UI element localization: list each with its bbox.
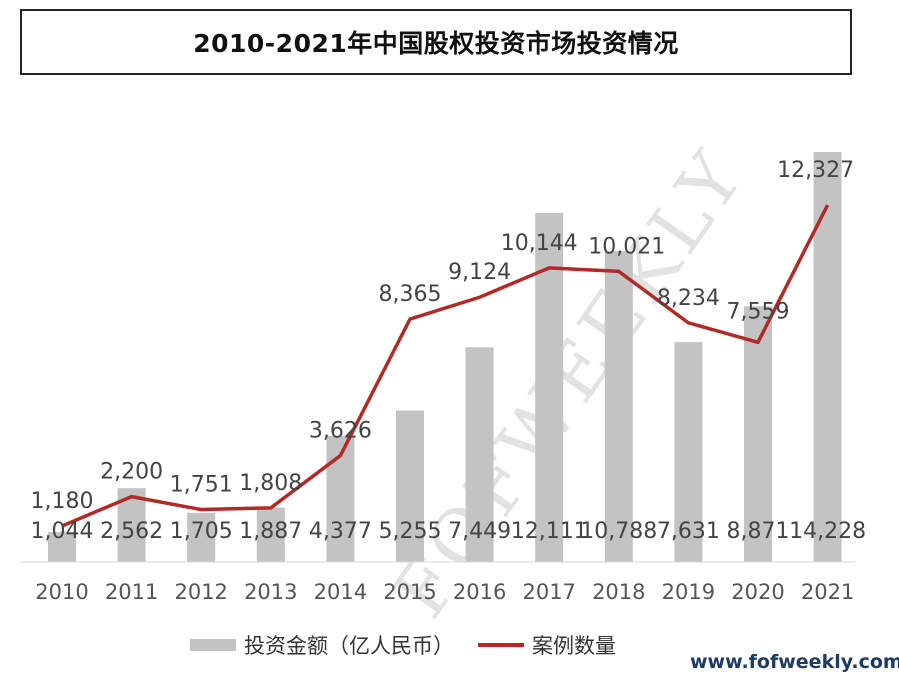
x-tick-label-2019: 2019: [662, 580, 715, 604]
chart-title-box: 2010-2021年中国股权投资市场投资情况: [20, 9, 852, 75]
x-tick-label-2011: 2011: [105, 580, 158, 604]
line-value-label-2014: 3,626: [309, 419, 372, 444]
bar-value-label-2017: 12,111: [511, 519, 588, 544]
bar-2010: [48, 531, 76, 562]
bar-2016: [465, 347, 494, 562]
x-tick-label-2012: 2012: [174, 580, 227, 604]
legend: 投资金额（亿人民币） 案例数量: [190, 630, 616, 660]
line-value-label-2021: 12,327: [777, 158, 854, 183]
bar-value-label-2013: 1,887: [239, 519, 302, 544]
line-value-label-2019: 8,234: [657, 286, 720, 311]
line-value-label-2017: 10,144: [501, 231, 578, 256]
line-case-count: [61, 204, 830, 528]
bar-value-label-2019: 7,631: [657, 519, 720, 544]
x-tick-label-2014: 2014: [314, 580, 367, 604]
line-value-label-2015: 8,365: [379, 282, 442, 307]
legend-bar-label: 投资金额（亿人民币）: [244, 634, 454, 658]
bar-value-label-2021: 14,228: [789, 519, 866, 544]
line-value-label-2010: 1,180: [31, 489, 94, 514]
x-tick-label-2016: 2016: [453, 580, 506, 604]
bar-value-label-2020: 8,871: [727, 519, 790, 544]
bar-2019: [674, 342, 703, 562]
x-tick-label-2013: 2013: [244, 580, 297, 604]
bar-value-label-2016: 7,449: [448, 519, 511, 544]
line-value-label-2013: 1,808: [239, 471, 302, 496]
bar-2021: [813, 152, 842, 562]
site-url[interactable]: www.fofweekly.com: [690, 651, 899, 673]
bar-value-label-2012: 1,705: [170, 519, 233, 544]
bar-value-label-2014: 4,377: [309, 519, 372, 544]
bar-2012: [187, 512, 216, 562]
legend-line-label: 案例数量: [532, 634, 616, 658]
chart-title: 2010-2021年中国股权投资市场投资情况: [193, 29, 679, 58]
x-tick-label-2020: 2020: [731, 580, 784, 604]
bar-2018: [604, 251, 633, 562]
x-tick-label-2010: 2010: [35, 580, 88, 604]
x-tick-label-2021: 2021: [801, 580, 854, 604]
legend-line-swatch: [478, 643, 524, 647]
line-value-label-2016: 9,124: [448, 260, 511, 285]
legend-bar-swatch: [190, 639, 236, 651]
bar-value-label-2015: 5,255: [379, 519, 442, 544]
bar-value-label-2018: 10,788: [580, 519, 657, 544]
bar-value-label-2010: 1,044: [31, 519, 94, 544]
x-tick-label-2018: 2018: [592, 580, 645, 604]
bar-value-label-2011: 2,562: [100, 519, 163, 544]
x-tick-label-2015: 2015: [383, 580, 436, 604]
line-value-label-2018: 10,021: [588, 234, 665, 259]
bar-2020: [744, 306, 772, 562]
bar-2013: [256, 507, 285, 562]
line-value-label-2011: 2,200: [100, 460, 163, 485]
x-tick-label-2017: 2017: [522, 580, 575, 604]
line-value-label-2020: 7,559: [727, 299, 790, 324]
bar-2015: [396, 410, 424, 562]
bar-2017: [535, 213, 564, 562]
line-value-label-2012: 1,751: [170, 473, 233, 498]
